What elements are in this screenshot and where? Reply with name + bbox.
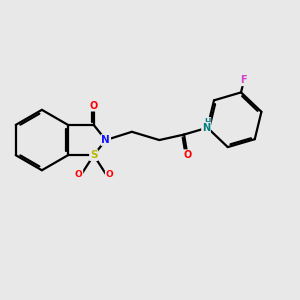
Text: N: N bbox=[202, 123, 210, 133]
Text: O: O bbox=[90, 101, 98, 111]
Text: S: S bbox=[90, 150, 98, 160]
Text: O: O bbox=[106, 170, 113, 179]
Text: O: O bbox=[75, 170, 83, 179]
Text: H: H bbox=[204, 118, 211, 127]
Text: N: N bbox=[101, 135, 110, 145]
Text: O: O bbox=[183, 150, 192, 160]
Text: F: F bbox=[241, 75, 247, 85]
